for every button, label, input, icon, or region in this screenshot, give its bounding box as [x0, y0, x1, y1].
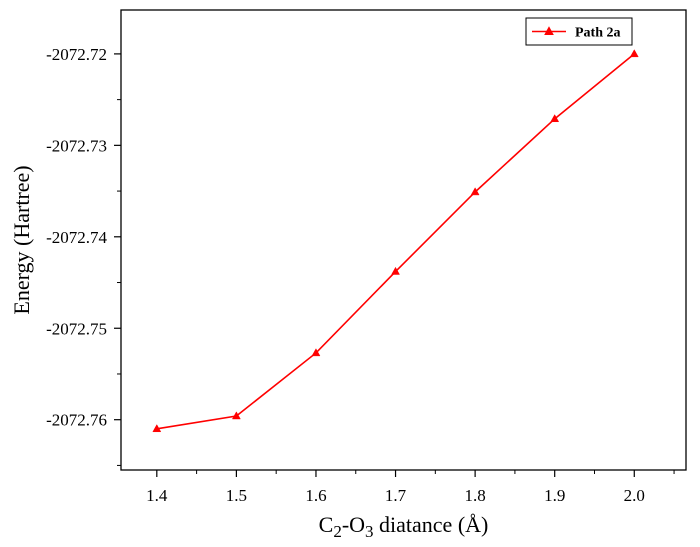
axes [120, 9, 687, 471]
x-tick-label: 1.6 [305, 486, 326, 505]
y-tick-label: -2072.72 [46, 45, 107, 64]
legend: Path 2a [525, 17, 633, 46]
data-point [311, 348, 321, 357]
x-title-text: -O [342, 512, 365, 537]
series-line [156, 53, 635, 430]
legend-marker [544, 26, 554, 35]
legend-label: Path 2a [575, 26, 621, 41]
axis-titles: C2-O3 diatance (Å) Energy (Hartree) [9, 165, 488, 541]
x-title-subscript: 3 [365, 522, 374, 541]
data-point [470, 187, 480, 196]
y-axis-title: Energy (Hartree) [9, 165, 34, 314]
y-tick-label: -2072.73 [46, 136, 107, 155]
data-point [231, 411, 241, 420]
y-tick-label: -2072.76 [46, 411, 107, 430]
data-point [629, 49, 639, 58]
y-tick-label: -2072.74 [46, 228, 107, 247]
plot-frame [120, 9, 687, 471]
x-title-text: C [319, 512, 334, 537]
data-point [550, 114, 560, 123]
x-title-text: diatance (Å) [374, 512, 489, 537]
ticks: 1.4 1.5 1.6 1.7 1.8 1.9 2.0 -2072.72 -2072.73 -20… [46, 45, 675, 505]
data-point [152, 424, 162, 433]
x-tick-label: 2.0 [624, 486, 645, 505]
data-point [391, 266, 400, 275]
series [152, 49, 639, 433]
y-tick-label: -2072.75 [46, 319, 107, 338]
x-title-subscript: 2 [333, 522, 342, 541]
x-tick-label: 1.5 [226, 486, 247, 505]
x-tick-label: 1.4 [146, 486, 168, 505]
x-tick-label: 1.9 [544, 486, 565, 505]
x-tick-label: 1.7 [385, 486, 407, 505]
x-axis-title: C2-O3 diatance (Å) [319, 512, 489, 541]
x-tick-label: 1.8 [464, 486, 485, 505]
